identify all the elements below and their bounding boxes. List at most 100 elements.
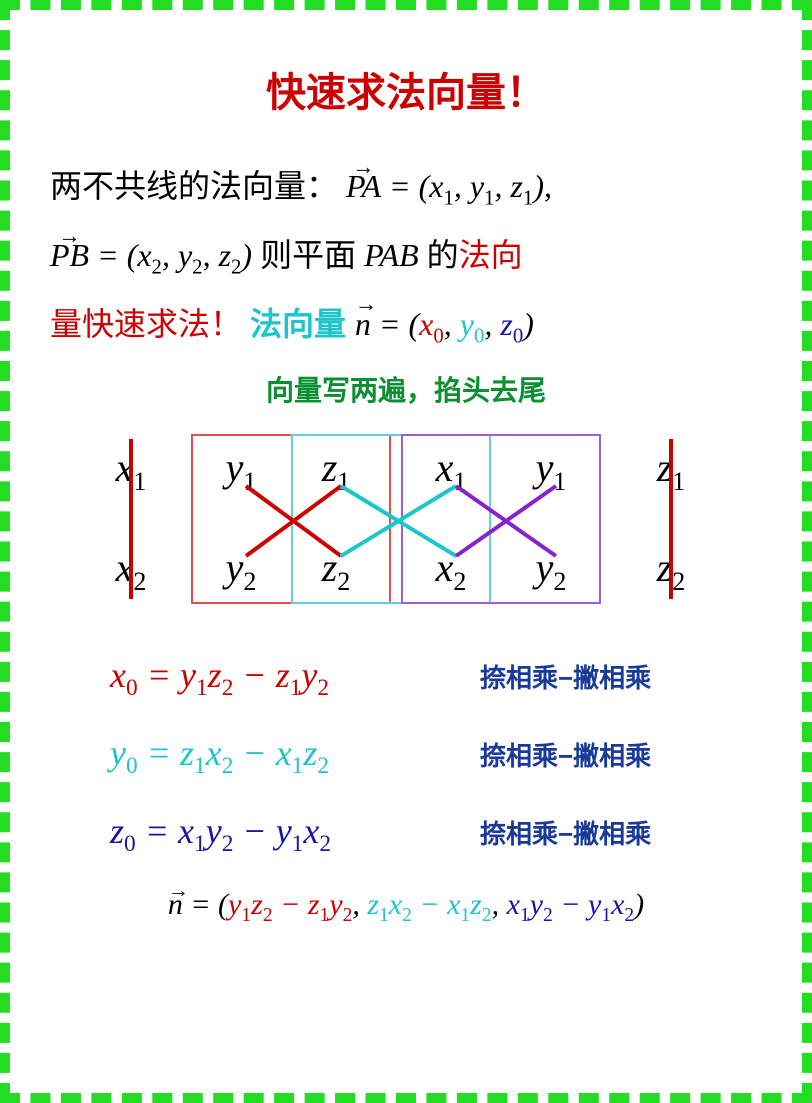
de-text: 的 bbox=[427, 237, 459, 273]
final-term2: z1x2 − x1z2 bbox=[367, 888, 491, 921]
fz-cs: 1 bbox=[292, 832, 304, 858]
formula-block: x0 = y1z2 − z1y2 捺相乘−撇相乘 y0 = z1x2 − x1z… bbox=[110, 639, 762, 868]
y0l: y bbox=[460, 306, 474, 342]
y0-var: y0 bbox=[460, 306, 485, 342]
fx-d: y bbox=[301, 655, 317, 695]
pa-y: , y bbox=[454, 168, 484, 204]
ft3as: 1 bbox=[520, 905, 530, 926]
ft3ds: 2 bbox=[624, 905, 634, 926]
pb-z: , z bbox=[203, 237, 231, 273]
ft1m: − bbox=[273, 888, 308, 921]
pa-eq: = (x1, y1, z1), bbox=[389, 168, 552, 204]
fy-lhs: y bbox=[110, 733, 126, 773]
ft1cs: 1 bbox=[320, 905, 330, 926]
fz-sub: 0 bbox=[124, 832, 136, 858]
fy-ds: 2 bbox=[317, 754, 329, 780]
sub2b: 2 bbox=[192, 255, 202, 278]
ft1c: z bbox=[308, 888, 320, 921]
final-close: ) bbox=[634, 888, 644, 921]
cross-diagram: x1x2y1y2z1z2x1x2y1y2z1z2 bbox=[81, 429, 731, 609]
vector-PB: PB bbox=[50, 227, 89, 285]
fz-ds: 2 bbox=[319, 832, 331, 858]
ft1b: z bbox=[251, 888, 263, 921]
pa-close: ), bbox=[533, 168, 552, 204]
formula-x0: x0 = y1z2 − z1y2 捺相乘−撇相乘 bbox=[110, 639, 762, 712]
fy-c: x bbox=[276, 733, 292, 773]
pb-eq: = (x2, y2, z2) bbox=[97, 237, 260, 273]
fx-lhs: x bbox=[110, 655, 126, 695]
sub1b: 1 bbox=[484, 186, 494, 209]
ft1as: 1 bbox=[241, 905, 251, 926]
fx-ds: 2 bbox=[317, 676, 329, 702]
liang-text: 量快速求法！ bbox=[50, 306, 242, 342]
pb-close: ) bbox=[241, 237, 260, 273]
intro-paragraph: 两不共线的法向量： PA = (x1, y1, z1), bbox=[50, 158, 762, 217]
fz-d: x bbox=[303, 811, 319, 851]
formula-y0-eq: y0 = z1x2 − x1z2 bbox=[110, 717, 460, 790]
fz-b: y bbox=[206, 811, 222, 851]
final-term1: y1z2 − z1y2 bbox=[228, 888, 352, 921]
ft1a: y bbox=[228, 888, 241, 921]
ft3cs: 1 bbox=[601, 905, 611, 926]
intro-text: 两不共线的法向量： bbox=[50, 168, 338, 204]
fy-as: 1 bbox=[194, 754, 206, 780]
ft2d: z bbox=[470, 888, 482, 921]
fz-a: x bbox=[178, 811, 194, 851]
sub2a: 2 bbox=[152, 255, 162, 278]
z0s: 0 bbox=[513, 324, 523, 347]
final-formula: n = (y1z2 − z1y2, z1x2 − x1z2, x1y2 − y1… bbox=[50, 888, 762, 927]
vector-PA: PA bbox=[346, 158, 381, 216]
formula-x0-note: 捺相乘−撇相乘 bbox=[480, 652, 651, 704]
plane-name: PAB bbox=[364, 237, 419, 273]
ft2as: 1 bbox=[379, 905, 389, 926]
pa-z: , z bbox=[494, 168, 522, 204]
fc1: , bbox=[352, 888, 367, 921]
formula-z0: z0 = x1y2 − y1x2 捺相乘−撇相乘 bbox=[110, 795, 762, 868]
sub1a: 1 bbox=[443, 186, 453, 209]
fy-bs: 2 bbox=[222, 754, 234, 780]
pa-open: = (x bbox=[389, 168, 443, 204]
fx-c: z bbox=[276, 655, 290, 695]
fz-bs: 2 bbox=[222, 832, 234, 858]
formula-x0-eq: x0 = y1z2 − z1y2 bbox=[110, 639, 460, 712]
fy-cs: 1 bbox=[292, 754, 304, 780]
ft3d: x bbox=[611, 888, 624, 921]
final-term3: x1y2 − y1x2 bbox=[507, 888, 635, 921]
n-label: 法向量 bbox=[250, 306, 355, 342]
fx-a: y bbox=[180, 655, 196, 695]
fz-c: y bbox=[276, 811, 292, 851]
ft2m: − bbox=[412, 888, 447, 921]
sub2c: 2 bbox=[231, 255, 241, 278]
ft2b: x bbox=[389, 888, 402, 921]
final-eq: = ( bbox=[190, 888, 228, 921]
x0s: 0 bbox=[433, 324, 443, 347]
ft1ds: 2 bbox=[343, 905, 353, 926]
formula-z0-note: 捺相乘−撇相乘 bbox=[480, 808, 651, 860]
fx-b: z bbox=[208, 655, 222, 695]
fy-sub: 0 bbox=[126, 754, 138, 780]
fy-a: z bbox=[180, 733, 194, 773]
fy-d: z bbox=[303, 733, 317, 773]
ft3bs: 2 bbox=[543, 905, 553, 926]
strike-line bbox=[669, 439, 673, 599]
y0s: 0 bbox=[474, 324, 484, 347]
fangxiang: 法向 bbox=[459, 237, 523, 273]
fx-bs: 2 bbox=[222, 676, 234, 702]
formula-y0-note: 捺相乘−撇相乘 bbox=[480, 730, 651, 782]
fz-as: 1 bbox=[194, 832, 206, 858]
ft2ds: 2 bbox=[482, 905, 492, 926]
ft2bs: 2 bbox=[402, 905, 412, 926]
formula-y0: y0 = z1x2 − x1z2 捺相乘−撇相乘 bbox=[110, 717, 762, 790]
x0l: x bbox=[419, 306, 433, 342]
fz-lhs: z bbox=[110, 811, 124, 851]
z0l: z bbox=[500, 306, 512, 342]
ft3b: y bbox=[530, 888, 543, 921]
ft3a: x bbox=[507, 888, 520, 921]
tip-text: 向量写两遍，掐头去尾 bbox=[50, 369, 762, 409]
z0-var: z0 bbox=[500, 306, 523, 342]
final-n-vec: n bbox=[168, 888, 183, 922]
n-components: = (x0, y0, z0) bbox=[379, 306, 534, 342]
intro-line2: PB = (x2, y2, z2) 则平面 PAB 的法向 bbox=[50, 227, 762, 286]
ft1bs: 2 bbox=[263, 905, 273, 926]
ft2cs: 1 bbox=[460, 905, 470, 926]
